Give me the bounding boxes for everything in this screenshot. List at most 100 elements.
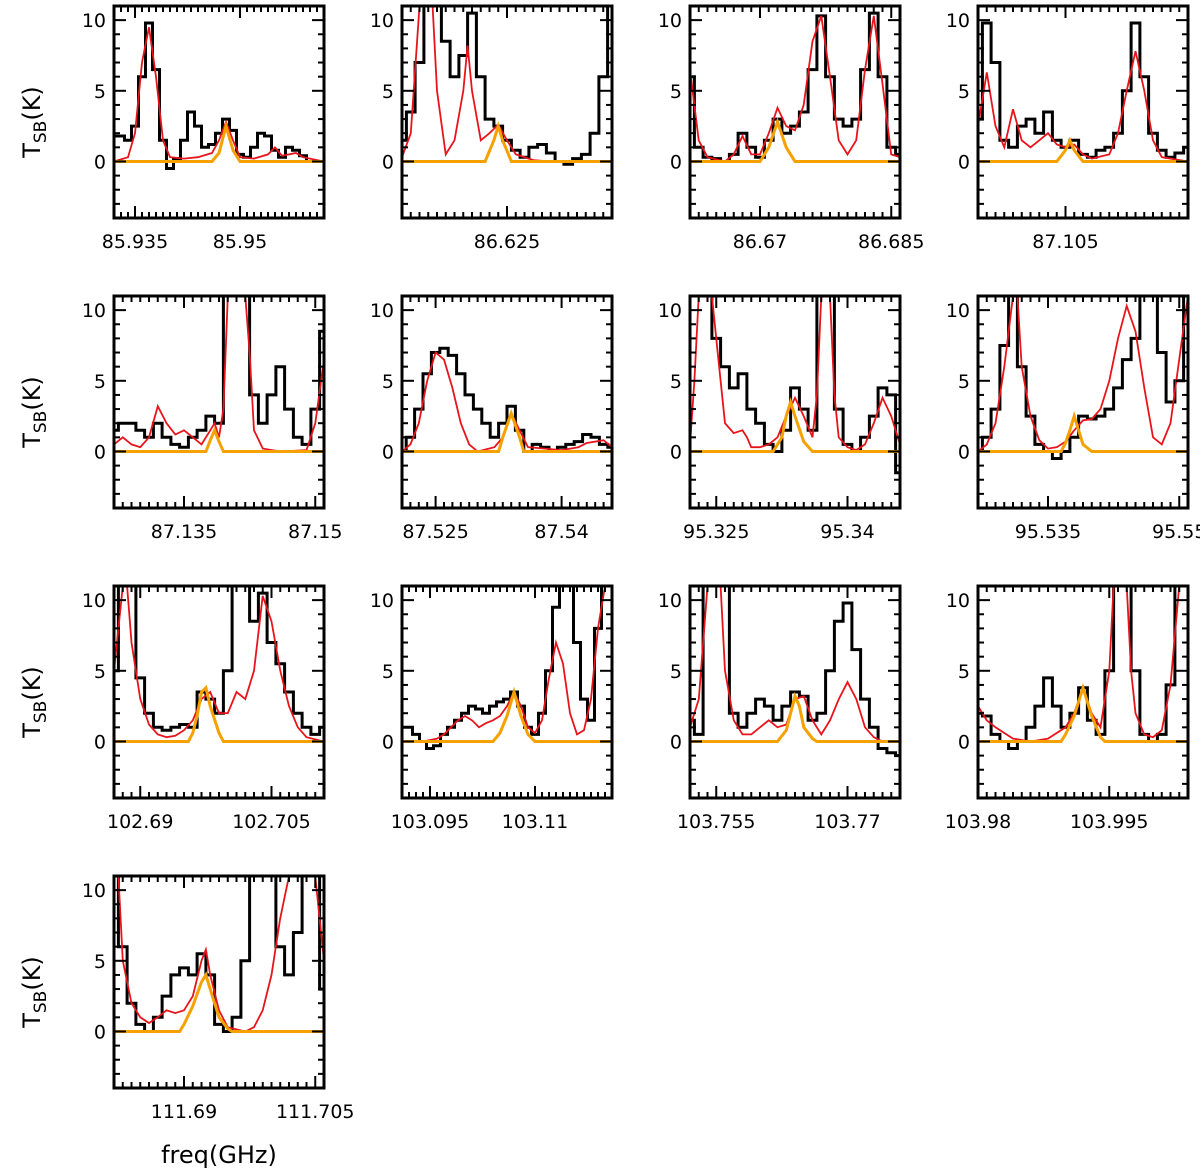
plot-area [402,586,612,750]
panel-frame [688,294,902,510]
x-tick-label: 87.105 [1032,231,1098,253]
model-total-line [978,51,1188,163]
spectrum-panel: 0 5 10 103.755 103.77 [658,584,902,833]
y-tick-label: 0 [382,151,394,173]
model-species-line [978,682,1188,743]
panel-frame [400,294,614,510]
model-species-line [690,396,900,453]
panel-frame [112,874,326,1090]
x-tick-label: 87.54 [534,521,588,543]
model-total-line [690,296,900,452]
y-tick-label: 10 [370,300,394,322]
y-axis-label: TSB(K) [18,666,51,739]
observed-line [114,876,324,1033]
y-axis-label: TSB(K) [18,956,51,1029]
y-tick-label: 10 [82,590,106,612]
model-species-line [114,971,324,1033]
observed-line [114,296,324,449]
model-species-line [402,408,612,453]
x-tick-label: 85.95 [213,231,267,253]
x-tick-label: 86.67 [733,231,787,253]
x-tick-label: 103.995 [1070,811,1149,833]
plot-area [978,21,1188,163]
observed-line [402,6,612,166]
plot-area [690,296,900,475]
x-tick-label: 87.525 [402,521,468,543]
plot-area [114,876,324,1033]
x-tick-label: 86.625 [474,231,540,253]
y-tick-label: 0 [94,441,106,463]
plot-area [690,586,900,758]
y-tick-label: 0 [670,151,682,173]
y-tick-label: 5 [382,81,394,103]
y-tick-label: 10 [946,300,970,322]
x-tick-label: 95.55 [1152,521,1200,543]
y-tick-label: 0 [382,731,394,753]
y-tick-label: 10 [658,300,682,322]
plot-area [978,586,1188,750]
y-tick-label: 10 [658,590,682,612]
model-species-line [114,684,324,743]
observed-line [978,586,1188,750]
y-tick-label: 10 [658,10,682,32]
model-total-line [114,586,324,743]
y-tick-label: 5 [958,661,970,683]
x-tick-label: 102.705 [232,811,311,833]
y-tick-label: 0 [382,441,394,463]
y-tick-label: 0 [670,441,682,463]
y-tick-label: 10 [82,10,106,32]
x-tick-label: 103.77 [814,811,880,833]
plot-area [402,6,612,166]
y-tick-label: 10 [370,10,394,32]
spectrum-panel: 0 5 10 103.095 103.11 [370,584,614,833]
x-tick-label: 103.095 [391,811,470,833]
y-tick-label: 5 [670,661,682,683]
x-tick-label: 103.11 [502,811,568,833]
spectrum-panel: 0 5 10 103.98 103.995 [945,584,1190,833]
y-tick-label: 5 [670,371,682,393]
y-tick-label: 5 [382,661,394,683]
observed-line [114,21,324,170]
x-tick-label: 111.69 [151,1101,217,1123]
spectrum-panel: 0 5 10 87.525 87.54 [370,294,614,543]
panel-frame [112,294,326,510]
x-tick-label: 95.34 [820,521,874,543]
observed-line [402,586,612,750]
observed-line [690,11,900,163]
x-tick-label: 87.135 [151,521,217,543]
plot-area [114,296,324,453]
model-species-line [402,686,612,743]
x-tick-label: 87.15 [288,521,342,543]
y-tick-label: 5 [958,371,970,393]
y-tick-label: 5 [670,81,682,103]
y-tick-label: 10 [82,300,106,322]
spectrum-panel: 0 5 10 87.135 87.15 TSB(K) [18,294,342,543]
model-species-line [114,120,324,163]
model-total-line [114,296,324,453]
y-tick-label: 5 [958,81,970,103]
spectrum-panel: 0 5 10 86.625 [370,4,614,253]
y-tick-label: 0 [958,441,970,463]
model-species-line [690,117,900,163]
model-species-line [690,691,900,743]
model-total-line [114,27,324,163]
model-total-line [114,876,324,1033]
spectrum-panel: 0 5 10 87.105 [946,4,1190,253]
observed-line [978,21,1188,159]
x-tick-label: 111.705 [276,1101,355,1123]
y-tick-label: 0 [670,731,682,753]
spectrum-panel: 0 5 10 102.69 102.705 TSB(K) [18,584,326,833]
spectrum-panel: 0 5 10 95.325 95.34 [658,294,902,543]
model-species-line [402,120,612,163]
spectrum-panel: 0 5 10 111.69 111.705 TSB(K) [18,874,355,1123]
plot-area [114,586,324,743]
y-tick-label: 0 [958,151,970,173]
x-tick-label: 95.535 [1015,521,1081,543]
x-tick-label: 85.935 [102,231,168,253]
model-total-line [402,6,612,163]
y-axis-label: TSB(K) [18,376,51,449]
x-tick-label: 102.69 [107,811,173,833]
plot-area [114,21,324,170]
spectrum-panel: 0 5 10 85.935 85.95 TSB(K) [18,4,326,253]
